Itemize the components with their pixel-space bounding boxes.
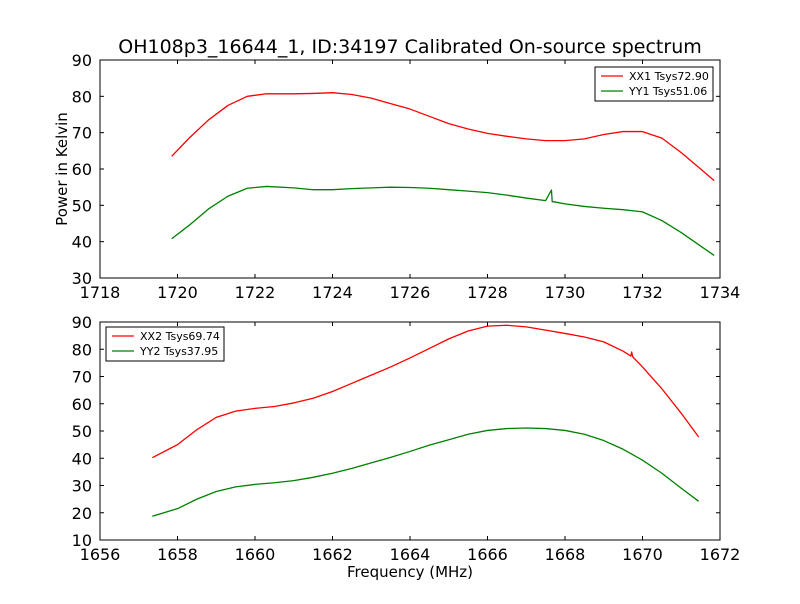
series-line-2-2 <box>152 427 700 517</box>
x-tick-label: 1664 <box>390 545 431 564</box>
y-tick-label: 90 <box>72 51 92 70</box>
y-tick-label: 90 <box>72 313 92 332</box>
y-tick-label: 40 <box>72 233 92 252</box>
series-line-1-1 <box>171 92 715 182</box>
y-tick-label: 80 <box>72 87 92 106</box>
x-tick-label: 1672 <box>700 545 741 564</box>
x-axis-label: Frequency (MHz) <box>347 563 473 581</box>
chart-title: OH108p3_16644_1, ID:34197 Calibrated On-… <box>118 36 702 58</box>
legend-entry: YY1 Tsys51.06 <box>628 85 707 98</box>
x-tick-label: 1724 <box>312 283 353 302</box>
x-tick-label: 1734 <box>700 283 741 302</box>
y-tick-label: 20 <box>72 504 92 523</box>
y-tick-label: 30 <box>72 269 92 288</box>
x-tick-label: 1658 <box>157 545 198 564</box>
x-tick-label: 1720 <box>157 283 198 302</box>
x-tick-label: 1730 <box>545 283 586 302</box>
y-axis-label: Power in Kelvin <box>53 112 71 226</box>
x-tick-label: 1662 <box>312 545 353 564</box>
legend-box-2 <box>105 326 225 362</box>
x-tick-label: 1722 <box>235 283 276 302</box>
x-tick-label: 1660 <box>235 545 276 564</box>
y-tick-label: 10 <box>72 531 92 550</box>
x-tick-label: 1718 <box>80 283 121 302</box>
y-tick-label: 30 <box>72 477 92 496</box>
x-tick-label: 1668 <box>545 545 586 564</box>
y-tick-label: 40 <box>72 449 92 468</box>
x-tick-label: 1732 <box>622 283 663 302</box>
legend-entry: XX1 Tsys72.90 <box>629 70 709 83</box>
x-tick-label: 1670 <box>622 545 663 564</box>
y-tick-label: 60 <box>72 395 92 414</box>
y-tick-label: 70 <box>72 368 92 387</box>
y-tick-label: 80 <box>72 340 92 359</box>
x-tick-label: 1666 <box>467 545 508 564</box>
x-tick-label: 1726 <box>390 283 431 302</box>
legend-entry: YY2 Tsys37.95 <box>139 345 218 358</box>
series-line-1-2 <box>171 185 715 257</box>
legend-box-1 <box>594 66 714 102</box>
y-tick-label: 50 <box>72 196 92 215</box>
x-tick-label: 1656 <box>80 545 121 564</box>
y-tick-label: 50 <box>72 422 92 441</box>
y-tick-label: 70 <box>72 124 92 143</box>
series-line-2-1 <box>152 324 700 459</box>
y-tick-label: 60 <box>72 160 92 179</box>
legend-entry: XX2 Tsys69.74 <box>140 330 220 343</box>
x-tick-label: 1728 <box>467 283 508 302</box>
